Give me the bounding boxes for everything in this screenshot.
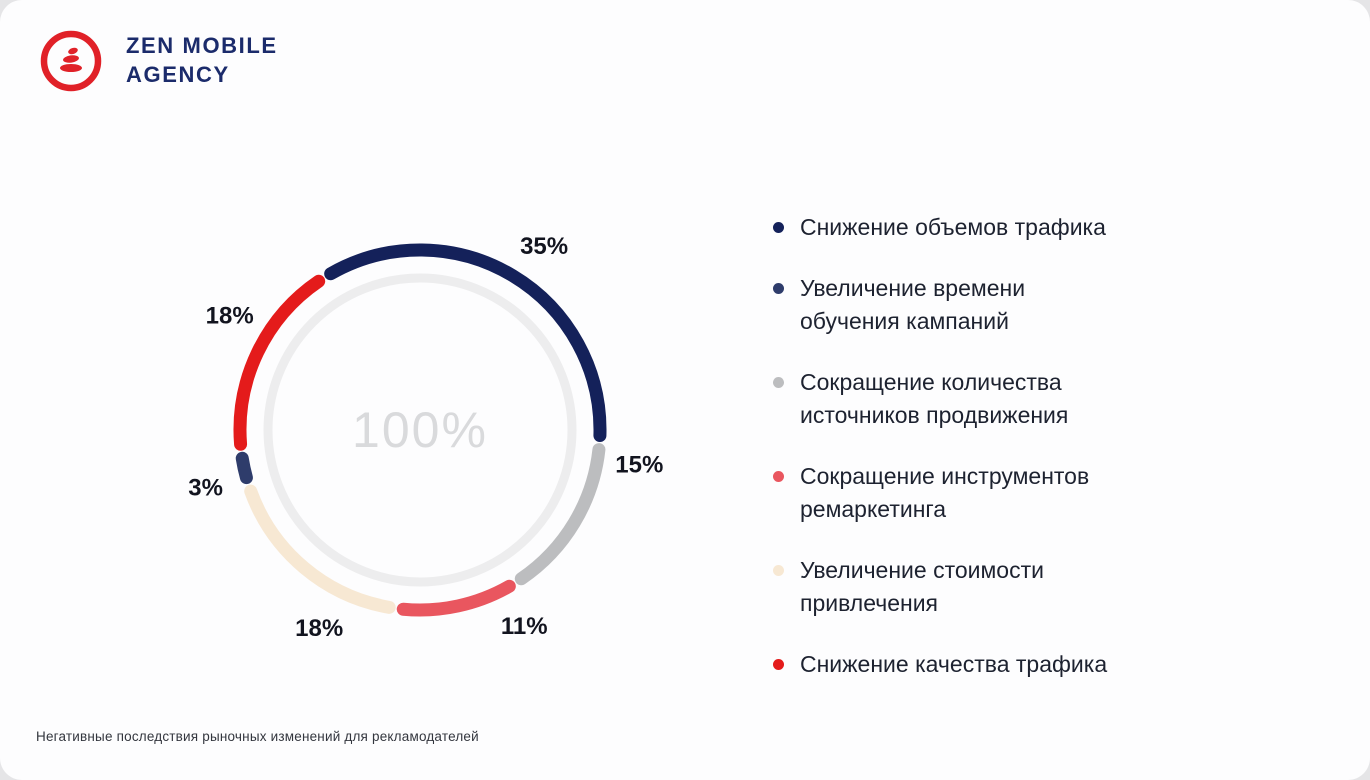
legend-label: Увеличение времени обучения кампаний bbox=[800, 275, 1026, 334]
chart-segment bbox=[396, 579, 516, 617]
chart-value-label: 35% bbox=[520, 233, 568, 260]
logo-line1: ZEN MOBILE bbox=[126, 33, 278, 59]
legend-dot bbox=[773, 659, 784, 670]
legend-dot bbox=[773, 283, 784, 294]
chart-value-label: 15% bbox=[615, 452, 663, 479]
footer-caption: Негативные последствия рыночных изменени… bbox=[36, 729, 479, 744]
logo-line2: AGENCY bbox=[126, 62, 230, 87]
legend-dot bbox=[773, 471, 784, 482]
chart-value-label: 18% bbox=[295, 615, 343, 642]
zen-ink-circle-icon bbox=[40, 30, 102, 92]
legend-label: Сокращение инструментов ремаркетинга bbox=[800, 463, 1090, 522]
chart-segment bbox=[233, 274, 326, 451]
inner-ring bbox=[263, 273, 577, 587]
legend-label: Снижение объемов трафика bbox=[800, 214, 1106, 240]
legend-item: Увеличение стоимости привлечения bbox=[773, 554, 1243, 620]
chart-segment bbox=[235, 451, 253, 485]
chart-segment bbox=[324, 243, 607, 442]
donut-chart: 35% 15% 11% 18% 3% 18% 100% bbox=[150, 160, 690, 700]
logo: ZEN MOBILE AGENCY bbox=[36, 26, 278, 96]
legend-dot bbox=[773, 565, 784, 576]
legend-item: Сокращение количества источников продвиже… bbox=[773, 366, 1243, 432]
legend-item: Снижение качества трафика bbox=[773, 648, 1243, 681]
legend: Снижение объемов трафика Увеличение време… bbox=[773, 211, 1243, 709]
donut-chart-svg: 35% 15% 11% 18% 3% 18% bbox=[188, 233, 663, 642]
legend-dot bbox=[773, 377, 784, 388]
chart-value-label: 18% bbox=[206, 303, 254, 330]
legend-item: Увеличение времени обучения кампаний bbox=[773, 272, 1243, 338]
legend-label: Увеличение стоимости привлечения bbox=[800, 557, 1044, 616]
chart-segment bbox=[244, 484, 396, 614]
legend-label: Снижение качества трафика bbox=[800, 651, 1108, 677]
legend-label: Сокращение количества источников продвиже… bbox=[800, 369, 1069, 428]
chart-segment bbox=[514, 443, 606, 586]
chart-value-label: 11% bbox=[501, 613, 548, 640]
legend-item: Сокращение инструментов ремаркетинга bbox=[773, 460, 1243, 526]
chart-value-label: 3% bbox=[188, 475, 223, 502]
logo-text: ZEN MOBILE AGENCY bbox=[126, 32, 278, 89]
legend-item: Снижение объемов трафика bbox=[773, 211, 1243, 244]
legend-dot bbox=[773, 222, 784, 233]
